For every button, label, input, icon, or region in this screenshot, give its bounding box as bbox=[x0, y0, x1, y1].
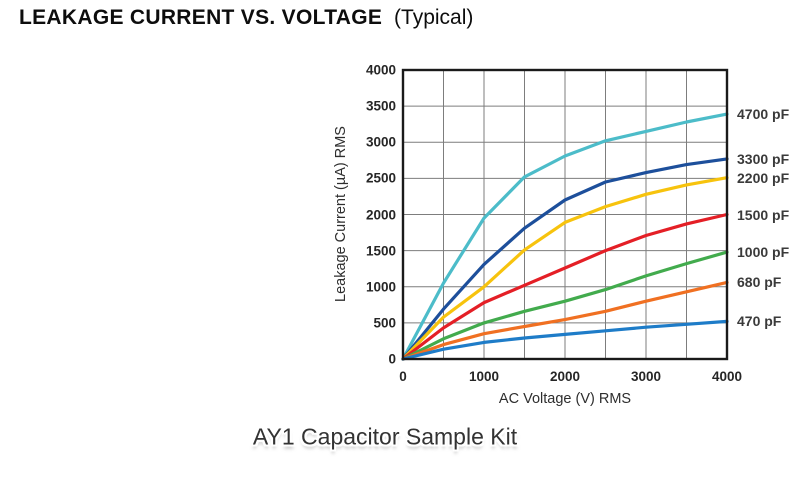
x-tick-label: 0 bbox=[399, 369, 407, 384]
series-label-4700-pf: 4700 pF bbox=[737, 106, 790, 123]
curve-470-pf bbox=[401, 319, 729, 361]
curve-680-pf bbox=[401, 280, 729, 361]
y-tick-label: 500 bbox=[373, 315, 396, 331]
y-tick-label: 2000 bbox=[365, 207, 396, 222]
x-tick-label: 4000 bbox=[711, 369, 743, 384]
y-tick-label: 3000 bbox=[365, 134, 396, 150]
x-tick-label: 1000 bbox=[468, 369, 500, 384]
curve-1000-pf bbox=[401, 250, 729, 361]
curve-1500-pf bbox=[401, 212, 729, 361]
x-tick-label: 2000 bbox=[549, 369, 581, 384]
y-tick-label: 0 bbox=[388, 351, 396, 367]
series-label-470-pf: 470 pF bbox=[737, 313, 782, 330]
y-tick-label: 2500 bbox=[365, 170, 396, 186]
y-tick-label: 4000 bbox=[365, 62, 396, 78]
series-label-3300-pf: 3300 pF bbox=[737, 150, 790, 167]
curve-4700-pf bbox=[401, 112, 729, 361]
series-label-1500-pf: 1500 pF bbox=[737, 206, 790, 223]
series-label-2200-pf: 2200 pF bbox=[737, 169, 790, 186]
series-label-1000-pf: 1000 pF bbox=[737, 244, 790, 261]
chart-title-qualifier: (Typical) bbox=[394, 6, 474, 29]
chart-title-main: LEAKAGE CURRENT VS. VOLTAGE bbox=[19, 6, 383, 29]
x-tick-label: 3000 bbox=[630, 369, 662, 384]
y-tick-label: 3500 bbox=[365, 98, 396, 114]
plot-border bbox=[401, 68, 729, 361]
watermark: AY1 Capacitor Sample Kit bbox=[252, 423, 518, 450]
curve-2200-pf bbox=[401, 176, 729, 361]
chart-title: LEAKAGE CURRENT VS. VOLTAGE (Typical) bbox=[19, 6, 473, 30]
x-axis-title: AC Voltage (V) RMS bbox=[498, 391, 632, 407]
curve-3300-pf bbox=[401, 157, 729, 361]
series-label-680-pf: 680 pF bbox=[737, 274, 782, 291]
y-tick-label: 1000 bbox=[365, 279, 396, 295]
y-tick-label: 1500 bbox=[365, 243, 396, 259]
